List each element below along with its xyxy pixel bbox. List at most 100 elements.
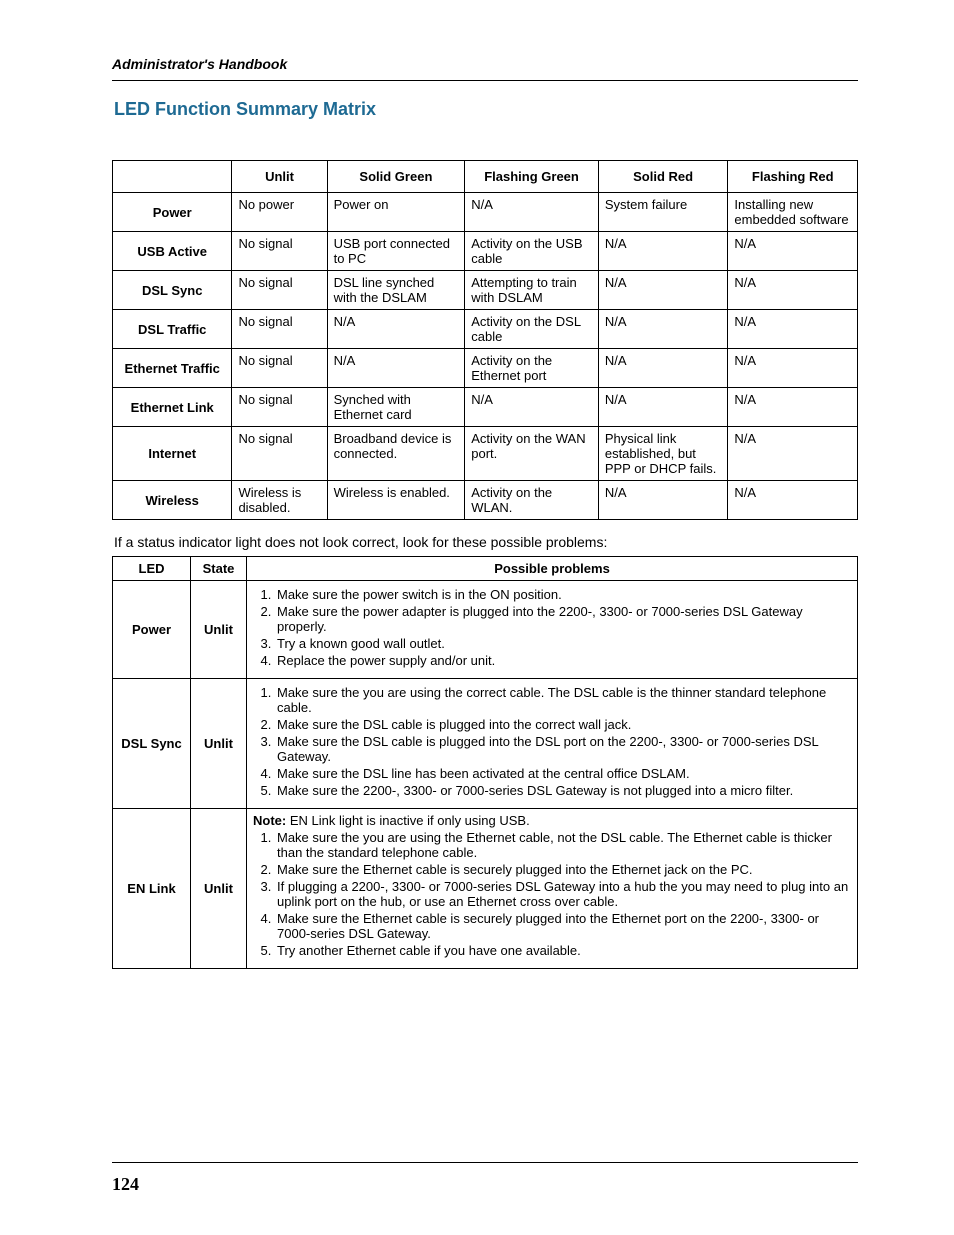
matrix-row: USB ActiveNo signalUSB port connected to… [113, 232, 858, 271]
matrix-cell: No power [232, 193, 327, 232]
matrix-row: Ethernet TrafficNo signalN/AActivity on … [113, 349, 858, 388]
problems-cell: Make sure the you are using the correct … [247, 679, 858, 809]
matrix-cell: No signal [232, 232, 327, 271]
matrix-cell: N/A [728, 349, 858, 388]
problems-state-cell: Unlit [191, 809, 247, 969]
matrix-cell: Activity on the USB cable [465, 232, 599, 271]
matrix-cell: Activity on the Ethernet port [465, 349, 599, 388]
problems-list: Make sure the you are using the Ethernet… [253, 830, 851, 958]
problems-list: Make sure the you are using the correct … [253, 685, 851, 798]
matrix-row: Ethernet LinkNo signalSynched with Ether… [113, 388, 858, 427]
led-matrix-table: UnlitSolid GreenFlashing GreenSolid RedF… [112, 160, 858, 520]
problems-cell: Note: EN Link light is inactive if only … [247, 809, 858, 969]
matrix-row-label: Internet [113, 427, 232, 481]
problems-cell: Make sure the power switch is in the ON … [247, 581, 858, 679]
matrix-row: WirelessWireless is disabled.Wireless is… [113, 481, 858, 520]
matrix-row-label: Ethernet Traffic [113, 349, 232, 388]
matrix-cell: Activity on the WAN port. [465, 427, 599, 481]
matrix-cell: Wireless is enabled. [327, 481, 465, 520]
matrix-cell: N/A [728, 388, 858, 427]
matrix-cell: N/A [598, 310, 728, 349]
problems-list-item: Make sure the DSL cable is plugged into … [275, 717, 851, 732]
matrix-cell: USB port connected to PC [327, 232, 465, 271]
matrix-cell: Installing new embedded software [728, 193, 858, 232]
problems-body: PowerUnlitMake sure the power switch is … [113, 581, 858, 969]
problems-list-item: Make sure the power adapter is plugged i… [275, 604, 851, 634]
problems-list-item: Make sure the DSL line has been activate… [275, 766, 851, 781]
matrix-cell: No signal [232, 310, 327, 349]
matrix-cell: Broadband device is connected. [327, 427, 465, 481]
problems-list-item: Try a known good wall outlet. [275, 636, 851, 651]
matrix-header-cell: Solid Red [598, 161, 728, 193]
matrix-header-cell [113, 161, 232, 193]
section-title: LED Function Summary Matrix [114, 99, 858, 120]
matrix-cell: N/A [327, 310, 465, 349]
matrix-cell: Activity on the WLAN. [465, 481, 599, 520]
matrix-row: DSL TrafficNo signalN/AActivity on the D… [113, 310, 858, 349]
problems-state-cell: Unlit [191, 581, 247, 679]
problems-list-item: Try another Ethernet cable if you have o… [275, 943, 851, 958]
matrix-header-cell: Flashing Red [728, 161, 858, 193]
matrix-cell: Physical link established, but PPP or DH… [598, 427, 728, 481]
matrix-cell: N/A [728, 232, 858, 271]
matrix-cell: N/A [728, 310, 858, 349]
problems-list-item: Make sure the you are using the Ethernet… [275, 830, 851, 860]
matrix-cell: Synched with Ethernet card [327, 388, 465, 427]
problems-list-item: Make sure the power switch is in the ON … [275, 587, 851, 602]
problems-led-cell: EN Link [113, 809, 191, 969]
matrix-cell: N/A [598, 232, 728, 271]
problems-list-item: Make sure the 2200-, 3300- or 7000-serie… [275, 783, 851, 798]
matrix-cell: System failure [598, 193, 728, 232]
matrix-header-cell: Flashing Green [465, 161, 599, 193]
matrix-cell: Activity on the DSL cable [465, 310, 599, 349]
matrix-header-row: UnlitSolid GreenFlashing GreenSolid RedF… [113, 161, 858, 193]
matrix-cell: Power on [327, 193, 465, 232]
problems-header-cell: Possible problems [247, 557, 858, 581]
matrix-header-cell: Unlit [232, 161, 327, 193]
page-number: 124 [112, 1174, 139, 1195]
matrix-cell: DSL line synched with the DSLAM [327, 271, 465, 310]
matrix-row-label: DSL Sync [113, 271, 232, 310]
problems-table: LEDStatePossible problems PowerUnlitMake… [112, 556, 858, 969]
matrix-cell: N/A [728, 427, 858, 481]
matrix-cell: N/A [598, 271, 728, 310]
matrix-cell: N/A [598, 388, 728, 427]
matrix-cell: No signal [232, 427, 327, 481]
problems-list-item: Replace the power supply and/or unit. [275, 653, 851, 668]
matrix-cell: N/A [598, 349, 728, 388]
problems-led-cell: Power [113, 581, 191, 679]
problems-row: DSL SyncUnlit Make sure the you are using… [113, 679, 858, 809]
problems-led-cell: DSL Sync [113, 679, 191, 809]
problems-list-item: Make sure the Ethernet cable is securely… [275, 911, 851, 941]
matrix-row: InternetNo signalBroadband device is con… [113, 427, 858, 481]
matrix-row: PowerNo powerPower onN/ASystem failureIn… [113, 193, 858, 232]
problems-list-item: Make sure the DSL cable is plugged into … [275, 734, 851, 764]
problems-header-cell: LED [113, 557, 191, 581]
matrix-cell: N/A [465, 193, 599, 232]
matrix-cell: N/A [728, 481, 858, 520]
matrix-cell: N/A [598, 481, 728, 520]
bottom-rule [112, 1162, 858, 1163]
problems-header-row: LEDStatePossible problems [113, 557, 858, 581]
top-rule [112, 80, 858, 81]
matrix-cell: Attempting to train with DSLAM [465, 271, 599, 310]
matrix-cell: N/A [728, 271, 858, 310]
problems-header-cell: State [191, 557, 247, 581]
matrix-cell: No signal [232, 349, 327, 388]
matrix-row-label: Power [113, 193, 232, 232]
problems-row: EN LinkUnlit Note: EN Link light is inact… [113, 809, 858, 969]
problems-state-cell: Unlit [191, 679, 247, 809]
problems-list: Make sure the power switch is in the ON … [253, 587, 851, 668]
matrix-body: PowerNo powerPower onN/ASystem failureIn… [113, 193, 858, 520]
matrix-row-label: DSL Traffic [113, 310, 232, 349]
problems-list-item: Make sure the you are using the correct … [275, 685, 851, 715]
problems-note: Note: EN Link light is inactive if only … [253, 813, 851, 828]
matrix-cell: Wireless is disabled. [232, 481, 327, 520]
problems-list-item: Make sure the Ethernet cable is securely… [275, 862, 851, 877]
intertext: If a status indicator light does not loo… [114, 534, 858, 550]
matrix-row-label: Wireless [113, 481, 232, 520]
problems-row: PowerUnlit Make sure the power switch is … [113, 581, 858, 679]
matrix-row-label: Ethernet Link [113, 388, 232, 427]
matrix-row: DSL SyncNo signalDSL line synched with t… [113, 271, 858, 310]
matrix-cell: No signal [232, 388, 327, 427]
